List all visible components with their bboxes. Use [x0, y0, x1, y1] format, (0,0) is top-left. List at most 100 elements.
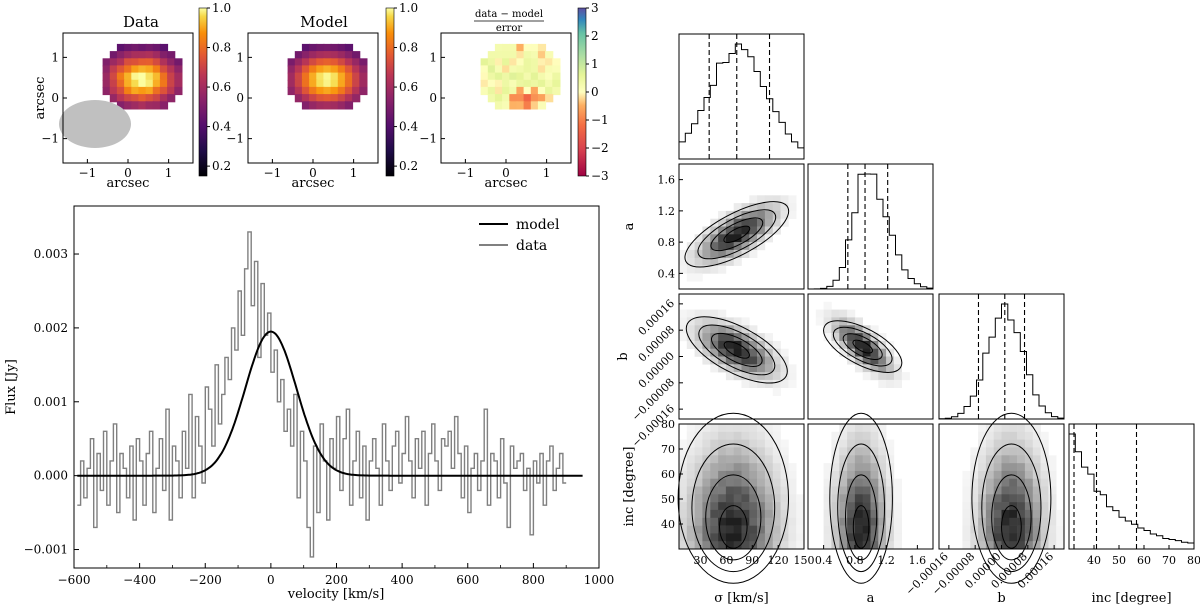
corner-density-cell [718, 356, 727, 365]
map-pixel [494, 43, 504, 53]
corner-density-cell [893, 494, 902, 503]
corner-density-cell [1024, 439, 1033, 448]
corner-density-cell [741, 333, 750, 342]
corner-density-cell [1017, 509, 1026, 518]
corner-density-cell [831, 309, 840, 318]
corner-density-cell [772, 431, 781, 440]
spectrum-xtick-label: −200 [189, 573, 222, 587]
corner-density-cell [839, 478, 848, 487]
corner-density-cell [725, 509, 734, 518]
corner-density-cell [886, 541, 895, 550]
corner-contour [852, 505, 870, 549]
corner-xlabel-3: inc [degree] [1091, 591, 1171, 606]
corner-density-cell [847, 470, 856, 479]
corner-density-cell [886, 478, 895, 487]
corner-density-cell [831, 463, 840, 472]
corner-density-cell [764, 431, 773, 440]
map-pixel [145, 72, 154, 81]
corner-density-cell [886, 470, 895, 479]
map-pixel [487, 51, 496, 60]
map-pixel [516, 65, 525, 74]
corner-2d-panel-2-0 [679, 309, 797, 396]
map-pixel [330, 51, 339, 60]
spectrum-xtick-label: 1000 [584, 573, 615, 587]
corner-density-cell [1001, 470, 1010, 479]
corner-density-cell [741, 325, 750, 334]
corner-density-cell [1048, 541, 1057, 550]
corner-density-cell [1032, 431, 1041, 440]
map-pixel [309, 72, 318, 81]
corner-density-cell [978, 439, 987, 448]
map-pixel [523, 51, 532, 60]
map-pixel [330, 101, 339, 110]
corner-density-cell [741, 356, 750, 365]
corner-density-cell [1040, 533, 1049, 542]
corner-density-cell [847, 439, 856, 448]
corner-density-cell [847, 455, 856, 464]
corner-density-cell [886, 509, 895, 518]
corner-density-cell [985, 533, 994, 542]
map-pixel [537, 43, 547, 53]
corner-density-cell [886, 517, 895, 526]
corner-density-cell [741, 455, 750, 464]
corner-density-cell [749, 195, 758, 204]
corner-density-cell [823, 541, 832, 550]
map-pixel [309, 86, 318, 96]
map-pixel [167, 72, 176, 81]
corner-density-cell [718, 317, 727, 326]
corner-density-cell [978, 424, 987, 433]
map-pixel [337, 86, 346, 96]
map-pixel [530, 101, 539, 110]
corner-density-cell [878, 447, 887, 456]
corner-density-cell [718, 494, 727, 503]
corner-density-cell [780, 372, 789, 381]
corner-ytick-label: 80 [661, 418, 675, 431]
corner-density-cell [1040, 517, 1049, 526]
map-pixel [494, 58, 504, 67]
corner-density-cell [970, 478, 979, 487]
map-pixel [523, 72, 532, 81]
map-pixel [344, 101, 354, 110]
corner-density-cell [694, 309, 703, 318]
corner-density-cell [733, 509, 742, 518]
corner-density-cell [962, 517, 971, 526]
corner-density-cell [718, 242, 727, 251]
corner-density-cell [686, 242, 695, 251]
corner-density-cell [694, 502, 703, 511]
map-pixel [337, 43, 346, 53]
corner-density-cell [780, 502, 789, 511]
corner-density-cell [1001, 541, 1010, 550]
corner-density-cell [970, 502, 979, 511]
corner-density-cell [702, 317, 711, 326]
map-pixel [309, 65, 318, 74]
corner-density-cell [1001, 478, 1010, 487]
corner-density-cell [710, 439, 719, 448]
corner-density-cell [772, 509, 781, 518]
corner-density-cell [694, 242, 703, 251]
map-pixel [131, 43, 140, 53]
corner-density-cell [847, 533, 856, 542]
corner-density-cell [870, 356, 879, 365]
corner-density-cell [1040, 478, 1049, 487]
corner-density-cell [1048, 494, 1057, 503]
corner-density-cell [686, 470, 695, 479]
corner-density-cell [694, 470, 703, 479]
corner-density-cell [886, 439, 895, 448]
corner-density-cell [749, 348, 758, 357]
map-pixel [330, 58, 339, 67]
map-pixel [116, 58, 126, 67]
corner-density-cell [796, 541, 805, 550]
map-pixel [124, 43, 133, 53]
corner-density-cell [1048, 486, 1057, 495]
corner-density-cell [993, 517, 1002, 526]
map-pixel [152, 101, 161, 110]
corner-density-cell [694, 525, 703, 534]
corner-density-cell [725, 463, 734, 472]
map-pixel [523, 58, 532, 67]
corner-density-cell [725, 478, 734, 487]
map-pixel [480, 86, 489, 96]
corner-density-cell [847, 309, 856, 318]
map-pixel [301, 86, 311, 96]
corner-contour [710, 217, 764, 252]
corner-density-cell [878, 379, 887, 388]
